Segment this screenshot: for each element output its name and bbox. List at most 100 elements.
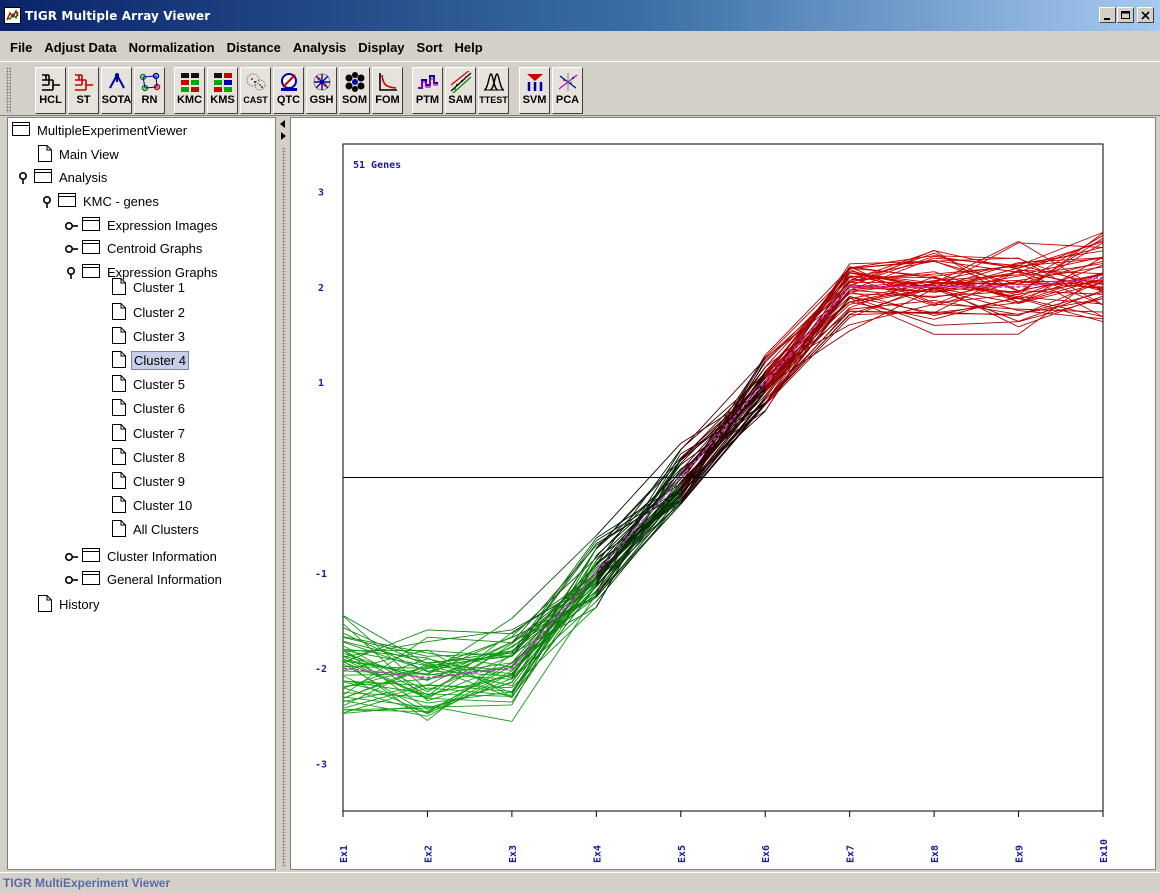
tree-item-cluster-4[interactable]: Cluster 4 xyxy=(112,350,190,371)
gene-profile-segment xyxy=(764,296,851,404)
tree-item-general-information[interactable]: General Information xyxy=(64,569,224,590)
collapsed-toggle-icon[interactable] xyxy=(64,573,78,587)
x-tick-label: Ex7 xyxy=(846,845,857,863)
tree-item-root[interactable]: MultipleExperimentViewer xyxy=(12,120,189,141)
tree-item-cluster-2[interactable]: Cluster 2 xyxy=(112,302,187,323)
tree-item-cluster-1[interactable]: Cluster 1 xyxy=(112,277,187,298)
status-bar: TIGR MultiExperiment Viewer xyxy=(0,872,1160,893)
svm-button[interactable]: SVM xyxy=(519,67,550,114)
tree-item-cluster-6[interactable]: Cluster 6 xyxy=(112,398,187,419)
kmc-button[interactable]: KMC xyxy=(174,67,205,114)
collapse-right-arrow-icon[interactable] xyxy=(281,132,286,140)
gsh-icon xyxy=(313,73,330,91)
tree-item-centroid-graphs[interactable]: Centroid Graphs xyxy=(64,238,204,259)
maximize-icon xyxy=(1121,10,1130,19)
tree-item-cluster-7[interactable]: Cluster 7 xyxy=(112,423,187,444)
gene-profile-segment xyxy=(511,575,597,703)
tree-item-expression-images[interactable]: Expression Images xyxy=(64,215,220,236)
gene-profile-segment xyxy=(596,502,682,586)
gene-profile-segment xyxy=(764,310,850,400)
st-button[interactable]: ST xyxy=(68,67,99,114)
hcl-label: HCL xyxy=(39,94,62,106)
tree-item-main-view[interactable]: Main View xyxy=(38,144,121,165)
gene-profile-segment xyxy=(342,687,428,714)
gene-profile-segment xyxy=(1018,256,1104,276)
collapsed-toggle-icon[interactable] xyxy=(64,550,78,564)
maximize-button[interactable] xyxy=(1117,7,1134,23)
qtc-button[interactable]: QTC xyxy=(273,67,304,114)
menu-sort[interactable]: Sort xyxy=(416,39,443,55)
tree-item-kmc-genes[interactable]: KMC - genes xyxy=(40,191,161,212)
x-tick-label: Ex3 xyxy=(508,845,519,863)
menu-file[interactable]: File xyxy=(10,39,33,55)
gene-profile-segment xyxy=(1018,266,1104,281)
sam-button[interactable]: SAM xyxy=(445,67,476,114)
gene-profile-segment xyxy=(764,330,850,388)
document-icon xyxy=(112,471,126,492)
tree-item-analysis[interactable]: Analysis xyxy=(16,167,109,188)
tree-item-expression-graphs[interactable]: Expression Graphs xyxy=(64,262,220,283)
title-bar[interactable]: TIGR Multiple Array Viewer xyxy=(0,0,1160,31)
gene-profile-segment xyxy=(596,503,682,598)
tree-item-cluster-5[interactable]: Cluster 5 xyxy=(112,374,187,395)
tree-item-cluster-information[interactable]: Cluster Information xyxy=(64,546,219,567)
sota-button[interactable]: SOTA xyxy=(101,67,132,114)
ttest-button[interactable]: TTEST xyxy=(478,67,509,114)
y-tick-label: 2 xyxy=(318,283,324,294)
gene-profile-segment xyxy=(849,275,935,292)
menu-help[interactable]: Help xyxy=(454,39,483,55)
gene-profile-segment xyxy=(342,641,428,658)
tree-item-cluster-8[interactable]: Cluster 8 xyxy=(112,447,187,468)
menu-bar: File Adjust Data Normalization Distance … xyxy=(0,34,1160,60)
expanded-toggle-icon[interactable] xyxy=(64,266,78,280)
menu-display[interactable]: Display xyxy=(358,39,405,55)
gene-profile-segment xyxy=(342,645,428,693)
pca-label: PCA xyxy=(555,94,580,106)
gene-profile-segment xyxy=(427,641,513,681)
qtc-label: QTC xyxy=(276,94,301,106)
navigation-tree[interactable]: MultipleExperimentViewer Main View Analy… xyxy=(7,117,276,870)
kms-button[interactable]: KMS xyxy=(207,67,238,114)
gene-profile-segment xyxy=(764,267,850,356)
tree-item-cluster-9[interactable]: Cluster 9 xyxy=(112,471,187,492)
minimize-button[interactable] xyxy=(1099,7,1116,23)
expanded-toggle-icon[interactable] xyxy=(16,171,30,185)
gene-profile-segment xyxy=(342,615,428,691)
tree-item-cluster-10[interactable]: Cluster 10 xyxy=(112,495,194,516)
collapsed-toggle-icon[interactable] xyxy=(64,242,78,256)
som-button[interactable]: SOM xyxy=(339,67,370,114)
pca-button[interactable]: PCA xyxy=(552,67,583,114)
gene-profile-segment xyxy=(511,537,597,654)
gene-profile-segment xyxy=(849,260,935,265)
menu-adjust-data[interactable]: Adjust Data xyxy=(44,39,117,55)
fom-icon xyxy=(378,73,397,91)
collapsed-toggle-icon[interactable] xyxy=(64,219,78,233)
hcl-button[interactable]: HCL xyxy=(35,67,66,114)
gene-profile-segment xyxy=(1018,282,1104,304)
tree-item-cluster-3[interactable]: Cluster 3 xyxy=(112,326,187,347)
gene-profile-segment xyxy=(764,277,851,374)
document-icon xyxy=(112,302,126,323)
menu-analysis[interactable]: Analysis xyxy=(292,39,347,55)
expanded-toggle-icon[interactable] xyxy=(40,195,54,209)
gene-profile-segment xyxy=(511,560,597,698)
gsh-button[interactable]: GSH xyxy=(306,67,337,114)
fom-button[interactable]: FOM xyxy=(372,67,403,114)
expression-graph-panel: 51 Genes 3 2 1 -1 -2 -3 Ex1 Ex2 Ex3 Ex4 Ex5 Ex6 Ex7 Ex… xyxy=(290,117,1156,870)
gene-profile-segment xyxy=(595,463,682,573)
gene-profile-segment xyxy=(764,297,851,406)
menu-normalization[interactable]: Normalization xyxy=(128,39,215,55)
gene-profile-segment xyxy=(933,270,1019,314)
split-pane-divider[interactable] xyxy=(277,117,289,870)
toolbar-grip[interactable] xyxy=(6,67,11,113)
gene-profile-segment xyxy=(342,641,428,672)
x-tick-label: Ex8 xyxy=(930,845,941,863)
cast-button[interactable]: CAST xyxy=(240,67,271,114)
tree-item-all-clusters[interactable]: All Clusters xyxy=(112,519,201,540)
tree-item-history[interactable]: History xyxy=(38,594,101,615)
close-button[interactable] xyxy=(1137,7,1154,23)
menu-distance[interactable]: Distance xyxy=(226,39,281,55)
ptm-button[interactable]: PTM xyxy=(412,67,443,114)
rn-button[interactable]: RN xyxy=(134,67,165,114)
collapse-left-arrow-icon[interactable] xyxy=(280,120,285,128)
